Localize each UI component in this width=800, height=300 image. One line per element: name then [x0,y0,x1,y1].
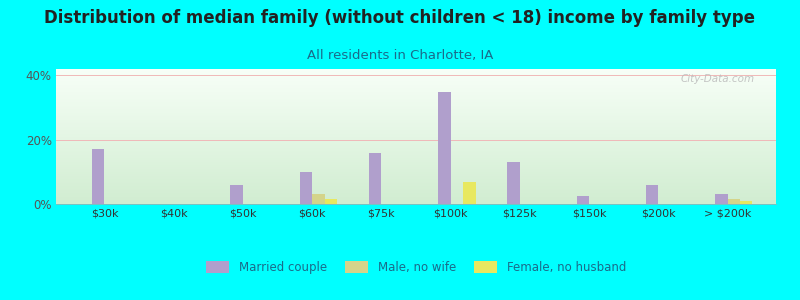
Bar [507,162,520,204]
Bar [369,153,382,204]
Bar [463,182,475,204]
Bar [646,185,658,204]
Bar [727,199,740,204]
Bar [577,196,589,204]
Text: City-Data.com: City-Data.com [680,74,754,84]
Bar [300,172,312,204]
Bar [230,185,243,204]
Bar [740,201,753,204]
Text: All residents in Charlotte, IA: All residents in Charlotte, IA [307,50,493,62]
Bar [312,194,325,204]
Legend: Married couple, Male, no wife, Female, no husband: Married couple, Male, no wife, Female, n… [201,256,631,279]
Bar [325,199,337,204]
Bar [438,92,450,204]
Bar [715,194,727,204]
Bar [92,149,105,204]
Text: Distribution of median family (without children < 18) income by family type: Distribution of median family (without c… [45,9,755,27]
